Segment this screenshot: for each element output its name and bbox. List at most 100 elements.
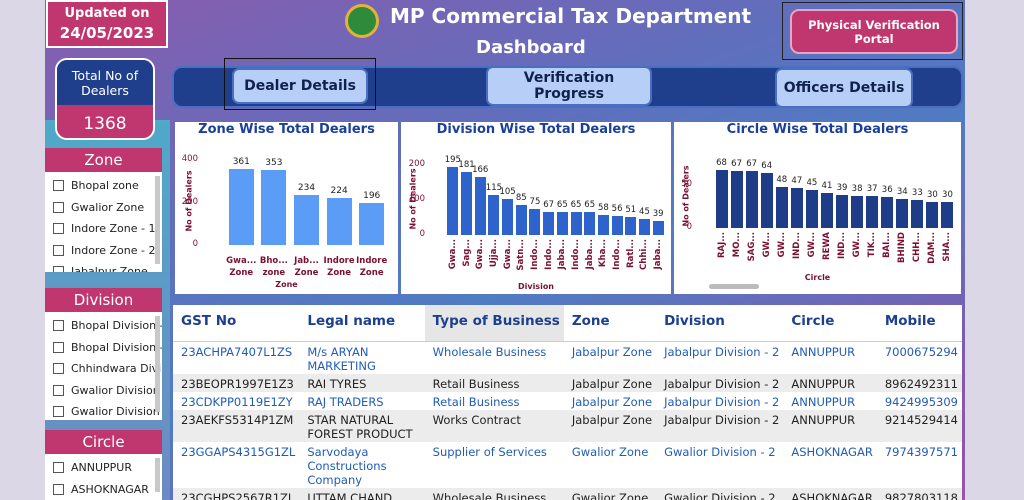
data-label: 181 xyxy=(458,160,475,171)
x-tick-label: SHA... xyxy=(942,232,953,262)
x-tick-label: GW... xyxy=(852,232,863,258)
x-tick-label: BAI... xyxy=(882,232,893,258)
column-header[interactable]: Zone xyxy=(563,305,657,342)
slicer-item-label: Indore Zone - 2 xyxy=(71,243,156,257)
checkbox[interactable] xyxy=(53,266,64,272)
data-label: 224 xyxy=(330,185,348,196)
data-label: 65 xyxy=(584,200,596,211)
column-header[interactable]: Circle xyxy=(783,305,877,342)
x-tick-label: Gwa... Zone xyxy=(226,256,257,278)
checkbox[interactable] xyxy=(53,363,64,375)
bar xyxy=(638,219,650,235)
slicer-item[interactable]: ASHOKNAGAR xyxy=(45,479,162,500)
table-cell: Gwalior Zone xyxy=(563,488,657,500)
slicer-item[interactable]: Gwalior Zone xyxy=(45,197,162,219)
x-tick-label: GW... xyxy=(761,232,772,258)
table-cell: 7974397571 xyxy=(884,445,958,459)
x-tick-label: RAJ... xyxy=(716,232,727,258)
slicer-item[interactable]: Indore Zone - 2 xyxy=(45,240,162,262)
checkbox[interactable] xyxy=(53,320,64,332)
table-cell: Gwalior Division - 2 xyxy=(664,445,776,459)
data-label: 41 xyxy=(821,181,833,191)
x-tick-label: REWA xyxy=(821,232,832,260)
checkbox[interactable] xyxy=(53,341,64,353)
scrollbar xyxy=(155,176,160,264)
y-axis-label: No of Dealers xyxy=(681,165,691,227)
checkbox[interactable] xyxy=(53,462,64,474)
column-header[interactable]: Division xyxy=(656,305,784,342)
slicer-item-label: Gwalior Zone xyxy=(71,200,145,214)
slicer-item-label: Bhopal Division -... xyxy=(71,340,162,354)
bar xyxy=(294,195,319,245)
slicer-item[interactable]: Indore Zone - 1 xyxy=(45,218,162,240)
column-header[interactable]: Mobile xyxy=(876,305,962,342)
bar xyxy=(730,170,743,228)
x-tick-label: Indore Zone xyxy=(323,256,355,278)
x-tick-label: Indore Zone xyxy=(356,256,388,278)
data-label: 75 xyxy=(529,196,541,207)
x-axis-label: Zone xyxy=(275,280,298,289)
checkbox[interactable] xyxy=(53,483,64,495)
chart-title: Zone Wise Total Dealers xyxy=(198,122,375,137)
checkbox[interactable] xyxy=(53,201,64,213)
slicer-item-label: Gwalior Division ... xyxy=(71,383,162,397)
column-header[interactable]: GST No xyxy=(173,305,300,342)
checkbox[interactable] xyxy=(53,223,64,235)
x-tick-label: Sag... xyxy=(461,239,472,267)
x-tick-label: Gwa... xyxy=(447,239,458,270)
data-label: 39 xyxy=(652,209,664,220)
data-label: 45 xyxy=(639,207,650,218)
checkbox[interactable] xyxy=(53,406,64,418)
nav-button[interactable]: Dealer Details xyxy=(232,68,368,104)
bar xyxy=(805,189,818,228)
bar xyxy=(597,214,609,235)
data-label: 64 xyxy=(761,161,773,172)
bar xyxy=(866,196,879,228)
updated-label: Updated on xyxy=(64,6,150,21)
checkbox[interactable] xyxy=(53,244,64,256)
table-cell: 23ACHPA7407L1ZS xyxy=(181,345,293,359)
checkbox[interactable] xyxy=(53,384,64,396)
slicer-item[interactable]: Jabalpur Zone xyxy=(45,261,162,272)
nav-button[interactable]: Officers Details xyxy=(775,68,913,108)
x-tick-label: Indo... xyxy=(543,239,554,270)
slicer-item[interactable]: ANNUPPUR xyxy=(45,457,162,479)
nav-button[interactable]: Verification Progress xyxy=(486,66,652,106)
table-cell: Gwalior Zone xyxy=(571,445,649,459)
slicer-item[interactable]: Bhopal Division -... xyxy=(45,337,162,359)
slicer-item[interactable]: Chhindwara Divi... xyxy=(45,358,162,380)
table-cell: M/s ARYAN MARKETING xyxy=(307,345,376,373)
table-cell: ASHOKNAGAR xyxy=(791,445,873,459)
slicer-item-label: Bhopal Division -... xyxy=(71,319,162,333)
table-cell: ANNUPPUR xyxy=(783,410,877,442)
slicer-item-label: Bhopal zone xyxy=(71,179,139,193)
table-cell: RAJ TRADERS xyxy=(307,395,384,409)
table-cell: 23CGHPS2567R1ZL xyxy=(173,488,300,500)
bar xyxy=(529,208,541,235)
x-tick-label: TIK... xyxy=(867,232,878,258)
slicer-item[interactable]: Bhopal zone xyxy=(45,175,162,197)
table-cell: Jabalpur Division - 2 xyxy=(664,345,780,359)
x-tick-label: Ratl... xyxy=(625,239,636,268)
slicer: Zone Bhopal zone Gwalior Zone Indore Zone -… xyxy=(45,148,162,272)
table-cell: 23CDKPP0119E1ZY xyxy=(181,395,293,409)
checkbox[interactable] xyxy=(53,180,64,192)
subtitle: Dashboard xyxy=(476,37,586,58)
portal-button[interactable]: Physical Verification Portal xyxy=(790,9,958,54)
slicer-item[interactable]: Bhopal Division -... xyxy=(45,315,162,337)
bar xyxy=(790,187,803,228)
data-label: 65 xyxy=(570,200,582,211)
x-tick-label: Indo... xyxy=(571,239,582,270)
bar xyxy=(326,197,352,245)
updated-date: 24/05/2023 xyxy=(59,24,155,42)
column-header[interactable]: Legal name xyxy=(299,305,425,342)
data-label: 68 xyxy=(716,157,727,168)
title: MP Commercial Tax Department xyxy=(390,4,752,28)
column-header[interactable]: Type of Business xyxy=(424,305,564,342)
table-cell: Jabalpur Division - 2 xyxy=(656,410,784,442)
slicer-item[interactable]: Gwalior Division ... xyxy=(45,401,162,420)
slicer-list: ANNUPPUR ASHOKNAGAR xyxy=(45,454,162,500)
bar xyxy=(515,205,527,235)
slicer-item[interactable]: Gwalior Division ... xyxy=(45,380,162,402)
